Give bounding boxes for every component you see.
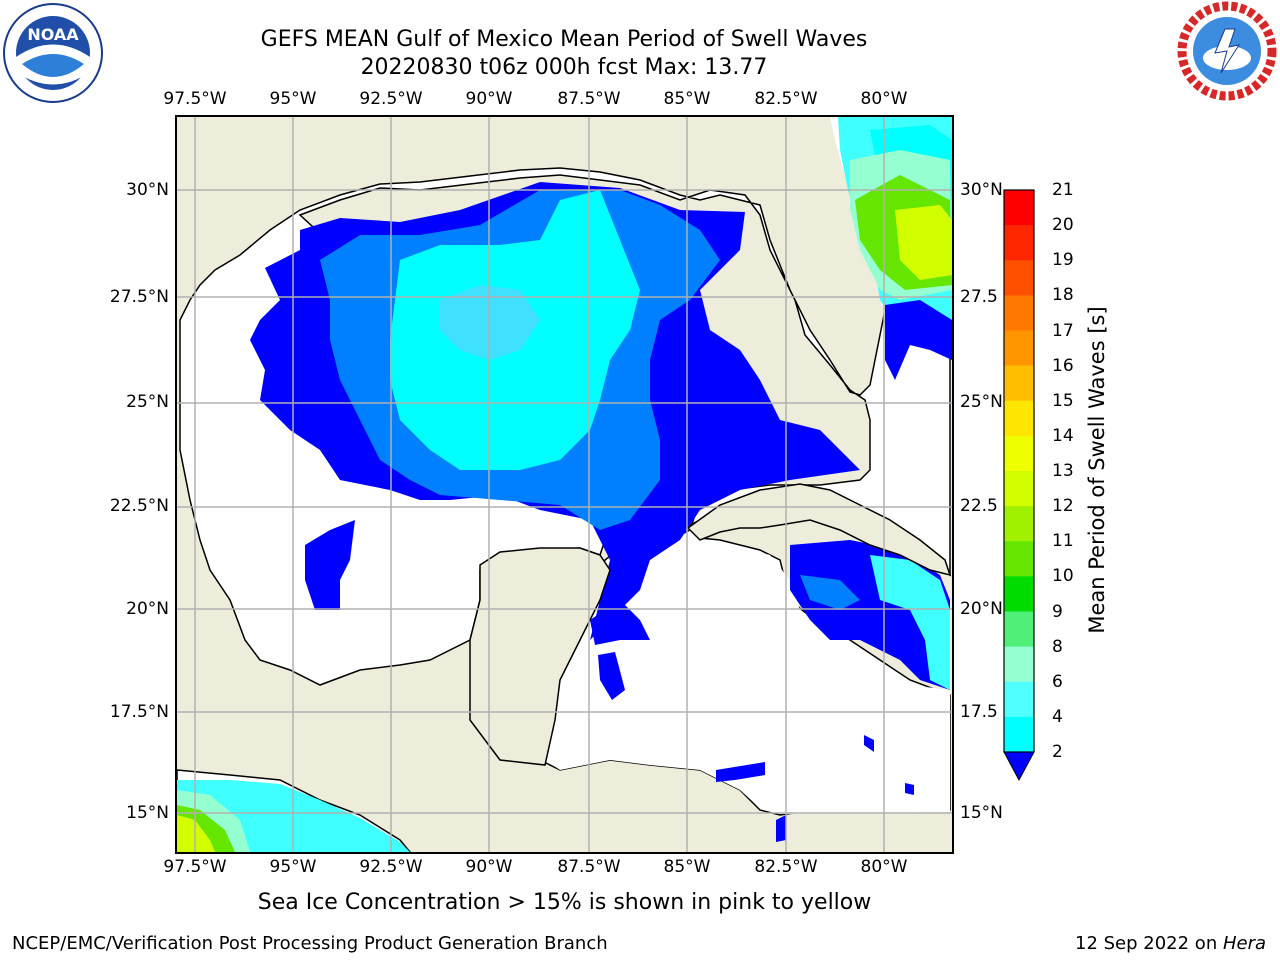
colorbar-tick-label: 10 [1052, 566, 1074, 587]
lat-label: 30°N [960, 180, 1003, 200]
colorbar-tick-label: 8 [1052, 636, 1063, 657]
colorbar-tick-label: 21 [1052, 180, 1074, 200]
lat-label: 25°N [960, 392, 1003, 412]
svg-text:NOAA: NOAA [27, 25, 79, 44]
colorbar-tick-label: 6 [1052, 671, 1063, 692]
nws-logo [1177, 1, 1277, 105]
lon-label: 90°W [465, 89, 513, 109]
lat-label: 15°N [126, 803, 169, 823]
colorbar-block [1004, 716, 1034, 753]
colorbar-block [1004, 646, 1034, 683]
yucatan-land [469, 547, 611, 766]
colorbar-tick-label: 13 [1052, 461, 1074, 481]
colorbar [1003, 189, 1035, 782]
lon-label: 92.5°W [359, 89, 423, 109]
chart-subtitle: 20220830 t06z 000h fcst Max: 13.77 [360, 55, 768, 80]
colorbar-block [1004, 225, 1034, 261]
colorbar-tick-label: 9 [1052, 601, 1063, 622]
lat-label: 27.5°N [109, 287, 169, 307]
lon-label: 97.5°W [163, 857, 227, 877]
colorbar-block [1004, 506, 1034, 542]
lon-label: 82.5°W [754, 89, 818, 109]
colorbar-block [1004, 576, 1034, 612]
gridlines [177, 117, 952, 852]
colorbar-block [1004, 295, 1034, 331]
colorbar-tick-label: 2 [1052, 742, 1063, 762]
lat-label: 15°N [960, 803, 1003, 823]
lat-label: 20°N [960, 599, 1003, 619]
swell-field [177, 117, 952, 852]
colorbar-tick-label: 15 [1052, 390, 1074, 411]
lat-label: 22.5 [960, 496, 998, 516]
colorbar-tick-label: 4 [1052, 706, 1063, 727]
colorbar-tick-label: 17 [1052, 320, 1074, 341]
colorbar-frame [1003, 189, 1035, 753]
chart-title: GEFS MEAN Gulf of Mexico Mean Period of … [260, 27, 868, 52]
colorbar-blocks [1004, 190, 1034, 753]
lat-label: 22.5°N [109, 496, 169, 516]
colorbar-block [1004, 190, 1034, 226]
lat-label: 25°N [126, 392, 169, 412]
lat-label: 17.5°N [109, 702, 169, 722]
colorbar-svg [1003, 189, 1035, 782]
colorbar-block [1004, 611, 1034, 648]
lon-label: 87.5°W [557, 857, 621, 877]
credit-date: 12 Sep 2022 on [1075, 933, 1223, 954]
credit-host: Hera [1222, 933, 1266, 954]
colorbar-block [1004, 365, 1034, 402]
lon-label: 97.5°W [163, 89, 227, 109]
colorbar-tick-label: 14 [1052, 425, 1074, 446]
lat-label: 17.5 [960, 702, 998, 722]
noaa-logo: NOAA [2, 2, 104, 108]
colorbar-block [1004, 400, 1034, 437]
lon-label: 87.5°W [557, 89, 621, 109]
map-canvas [177, 117, 952, 852]
colorbar-tick-label: 18 [1052, 285, 1074, 306]
lon-label: 85°W [663, 857, 711, 877]
colorbar-block [1004, 681, 1034, 718]
colorbar-block [1004, 330, 1034, 367]
lon-label: 95°W [269, 857, 317, 877]
colorbar-block [1004, 435, 1034, 472]
colorbar-tick-label: 19 [1052, 250, 1074, 271]
lon-label: 95°W [269, 89, 317, 109]
lat-label: 30°N [126, 180, 169, 200]
map-panel [175, 115, 954, 854]
lat-label: 20°N [126, 599, 169, 619]
colorbar-tick-label: 16 [1052, 355, 1074, 376]
colorbar-tick-label: 11 [1052, 531, 1074, 552]
lon-label: 92.5°W [359, 857, 423, 877]
colorbar-block [1004, 260, 1034, 296]
credit-right: 12 Sep 2022 on Hera [1075, 933, 1266, 954]
colorbar-tick-label: 12 [1052, 496, 1074, 517]
lon-label: 82.5°W [754, 857, 818, 877]
colorbar-block [1004, 471, 1034, 507]
colorbar-extend-arrow [1003, 751, 1035, 782]
lon-label: 85°W [663, 89, 711, 109]
colorbar-tick-label: 20 [1052, 215, 1074, 236]
sea-ice-note: Sea Ice Concentration > 15% is shown in … [257, 890, 872, 915]
colorbar-block [1004, 541, 1034, 577]
credit-left: NCEP/EMC/Verification Post Processing Pr… [12, 933, 608, 954]
lon-label: 80°W [860, 857, 908, 877]
lon-label: 90°W [465, 857, 513, 877]
lon-label: 80°W [860, 89, 908, 109]
lat-label: 27.5 [960, 287, 998, 307]
colorbar-title: Mean Period of Swell Waves [s] [1085, 306, 1109, 634]
